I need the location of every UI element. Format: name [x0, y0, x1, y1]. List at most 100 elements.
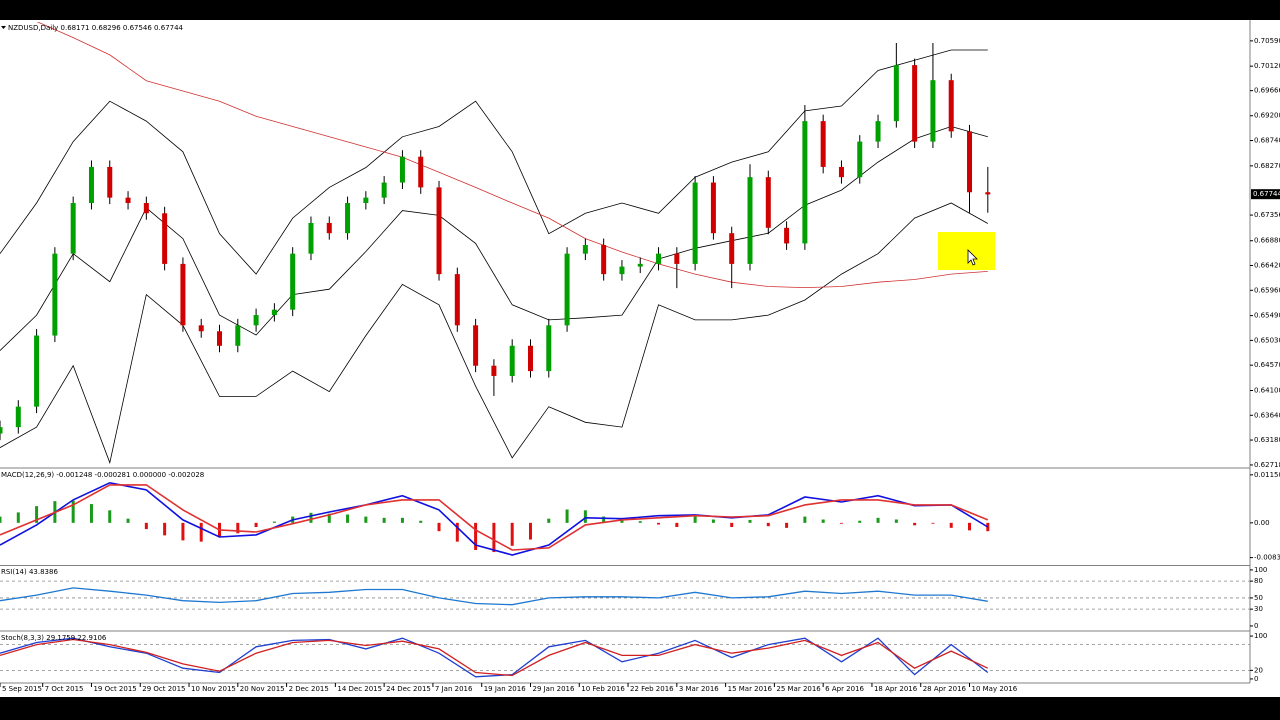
candle-body: [875, 121, 881, 142]
candle-body: [345, 203, 351, 234]
histogram-bar: [199, 522, 203, 542]
candle-body: [601, 245, 607, 275]
x-tick-label: 18 Apr 2016: [874, 685, 918, 693]
histogram-bar: [400, 517, 404, 523]
candle-body: [784, 227, 790, 244]
histogram-bar: [528, 522, 532, 540]
panel-label: NZDUSD,Daily 0.68171 0.68296 0.67546 0.6…: [8, 24, 184, 32]
candle-body: [857, 141, 863, 178]
highlight-box: [938, 232, 995, 270]
histogram-bar: [144, 522, 148, 530]
candle-body: [162, 213, 168, 264]
top-bar: [0, 0, 1280, 20]
histogram-bar: [108, 510, 112, 523]
y-tick-label: 20: [1254, 666, 1263, 674]
candle-body: [180, 263, 186, 326]
x-tick-label: 19 Oct 2015: [93, 685, 136, 693]
current-price-label: 0.67744: [1253, 190, 1280, 198]
x-tick-label: 20 Nov 2015: [240, 685, 285, 693]
histogram-bar: [254, 522, 258, 528]
histogram-bar: [71, 500, 75, 523]
histogram-bar: [364, 516, 368, 523]
histogram-bar: [675, 522, 679, 528]
x-tick-label: 29 Jan 2016: [532, 685, 575, 693]
histogram-bar: [16, 512, 20, 523]
x-tick-label: 24 Dec 2015: [386, 685, 431, 693]
x-tick-label: 15 Mar 2016: [728, 685, 773, 693]
x-tick-label: 28 Apr 2016: [923, 685, 967, 693]
candle-body: [473, 325, 479, 366]
candle-body: [491, 365, 497, 376]
overlay-line: [0, 49, 988, 275]
candle-body: [381, 182, 387, 198]
x-tick-label: 10 Nov 2015: [191, 685, 236, 693]
mouse-cursor: [967, 249, 978, 266]
candle-body: [290, 253, 296, 310]
histogram-bar: [711, 519, 715, 523]
y-tick-label: 100: [1254, 632, 1267, 640]
candle-body: [637, 263, 643, 267]
candle-body: [747, 177, 753, 264]
histogram-bar: [455, 522, 459, 542]
x-tick-label: 10 Feb 2016: [581, 685, 625, 693]
x-tick-label: 19 Jan 2016: [484, 685, 527, 693]
candle-body: [143, 203, 149, 214]
x-tick-label: 7 Jan 2016: [435, 685, 473, 693]
histogram-bar: [583, 510, 587, 523]
x-tick-label: 5 Sep 2015: [2, 685, 42, 693]
x-tick-label: 14 Dec 2015: [337, 685, 382, 693]
candle-body: [765, 177, 771, 228]
histogram-bar: [236, 522, 240, 534]
candle-body: [582, 245, 588, 254]
histogram-bar: [510, 522, 514, 546]
candle-body: [454, 274, 460, 326]
histogram-bar: [858, 520, 862, 523]
candle-body: [893, 65, 899, 122]
histogram-bar: [272, 521, 276, 523]
candle-body: [363, 197, 369, 204]
y-tick-label: 0.69666: [1254, 87, 1280, 95]
indicator-line: [0, 637, 989, 678]
y-tick-label: 0: [1254, 622, 1258, 630]
y-tick-label: 0.011500: [1254, 471, 1280, 479]
histogram-bar: [492, 522, 496, 553]
candle-body: [15, 406, 21, 428]
x-tick-label: 7 Oct 2015: [45, 685, 84, 693]
x-tick-label: 22 Feb 2016: [630, 685, 674, 693]
candle-body: [912, 65, 918, 142]
y-tick-label: 80: [1254, 577, 1263, 585]
candle-body: [271, 309, 277, 316]
panel: [0, 580, 1250, 610]
symbol-menu-arrow[interactable]: [1, 26, 6, 29]
candle-body: [217, 331, 223, 346]
histogram-bar: [839, 522, 843, 524]
histogram-bar: [163, 522, 167, 536]
candle-body: [674, 253, 680, 264]
histogram-bar: [821, 519, 825, 523]
panel: [0, 22, 991, 465]
histogram-bar: [730, 522, 734, 528]
candle-body: [107, 166, 113, 198]
x-tick-label: 3 Mar 2016: [679, 685, 719, 693]
histogram-bar: [949, 522, 953, 528]
candle-body: [564, 253, 570, 326]
histogram-bar: [748, 519, 752, 523]
panel-label: MACD(12,26,9) -0.001248 -0.000281 0.0000…: [1, 471, 204, 479]
histogram-bar: [785, 522, 789, 528]
y-tick-label: 30: [1254, 605, 1263, 613]
candle-body: [34, 335, 40, 407]
y-tick-label: 0.67356: [1254, 211, 1280, 219]
y-tick-label: 100: [1254, 566, 1267, 574]
histogram-bar: [693, 516, 697, 523]
histogram-bar: [931, 522, 935, 524]
